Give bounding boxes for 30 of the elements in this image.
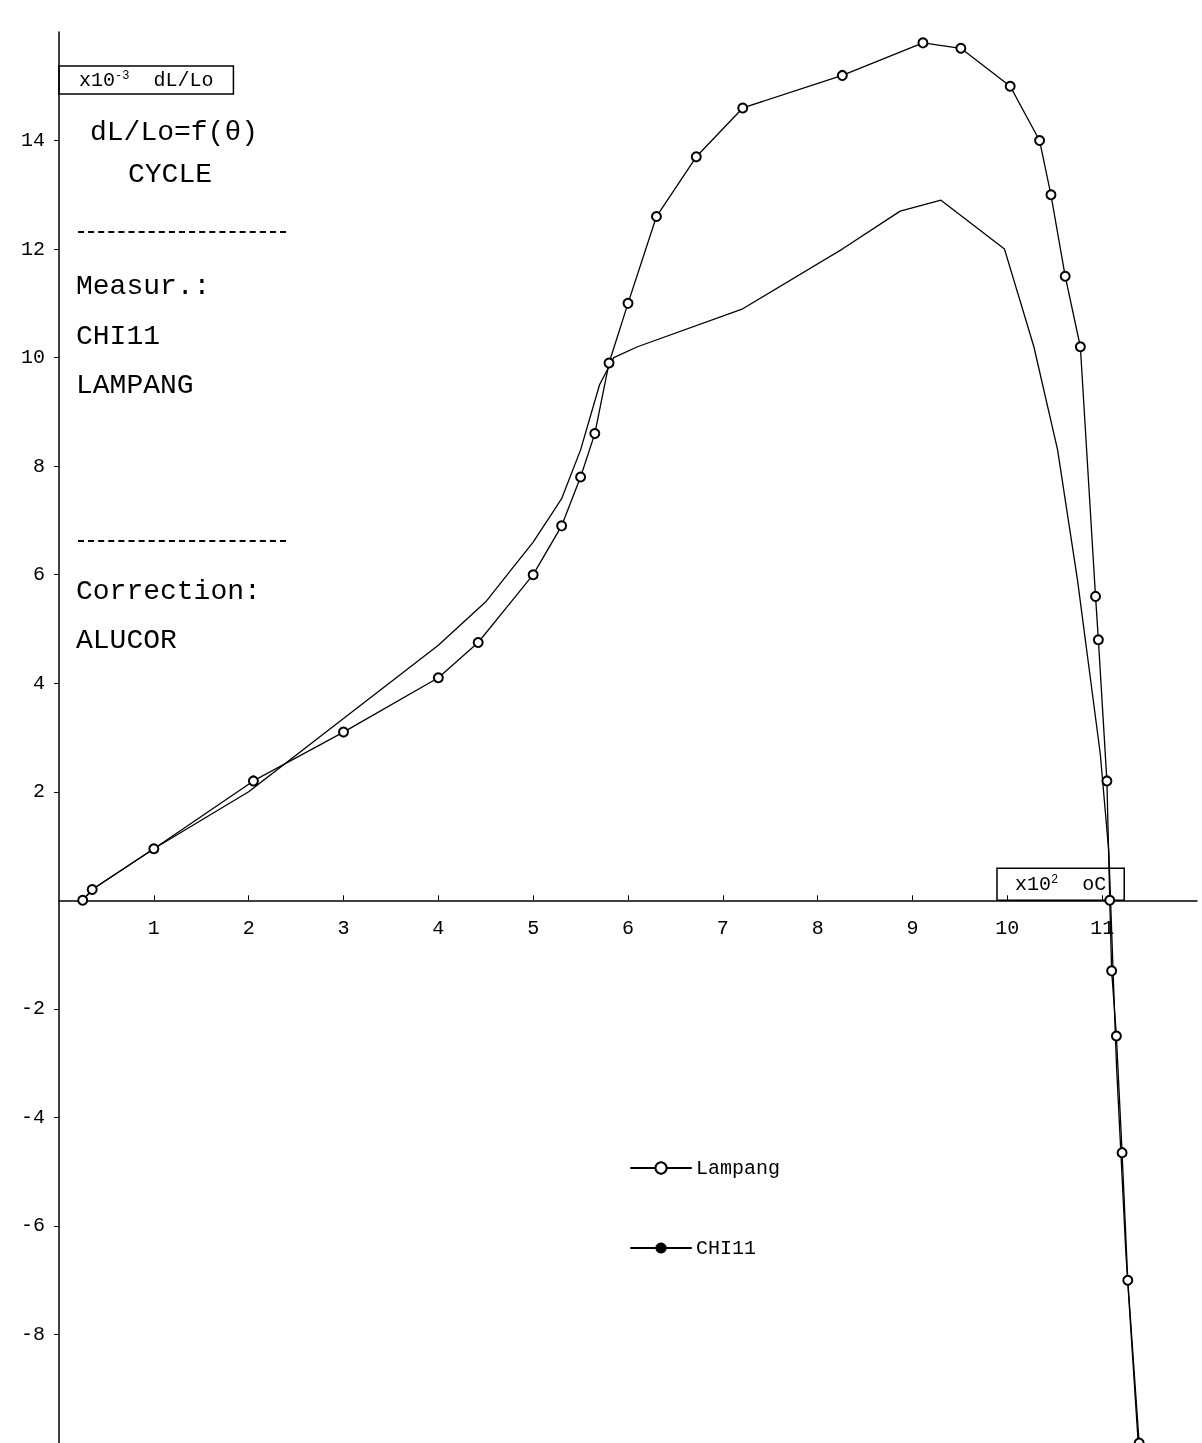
y-tick-label: -2 xyxy=(20,997,45,1021)
x-tick-label: 3 xyxy=(337,916,350,940)
x-tick-label: 4 xyxy=(432,916,445,940)
annotation: CHI11 xyxy=(76,320,161,352)
annotation: LAMPANG xyxy=(76,369,194,401)
y-tick-label: 4 xyxy=(32,671,45,695)
y-tick-label: -6 xyxy=(20,1214,45,1238)
annotation: Measur.: xyxy=(76,270,211,302)
annotation: Correction: xyxy=(76,575,261,607)
annotation: ALUCOR xyxy=(76,624,178,656)
x-tick-label: 8 xyxy=(811,916,824,940)
y-tick-label: -8 xyxy=(20,1322,45,1346)
x-tick-label: 10 xyxy=(995,916,1020,940)
y-tick-label: 10 xyxy=(20,346,45,370)
y-tick-label: 6 xyxy=(32,563,45,587)
x-tick-label: 5 xyxy=(527,916,540,940)
y-tick-label: 8 xyxy=(32,454,45,478)
y-tick-label: 14 xyxy=(20,129,45,153)
legend-label: Lampang xyxy=(696,1156,781,1180)
y-tick-label: -4 xyxy=(20,1105,45,1129)
x-tick-label: 9 xyxy=(906,916,919,940)
x-tick-label: 7 xyxy=(716,916,729,940)
x-tick-label: 1 xyxy=(147,916,160,940)
text: CYCLE xyxy=(128,158,213,190)
legend-label: CHI11 xyxy=(696,1236,757,1260)
y-tick-label: 12 xyxy=(20,237,45,261)
x-tick-label: 6 xyxy=(621,916,635,940)
x-tick-label: 2 xyxy=(242,916,255,940)
text: dL/Lo=f(θ) xyxy=(90,116,259,148)
y-tick-label: 2 xyxy=(32,780,45,804)
